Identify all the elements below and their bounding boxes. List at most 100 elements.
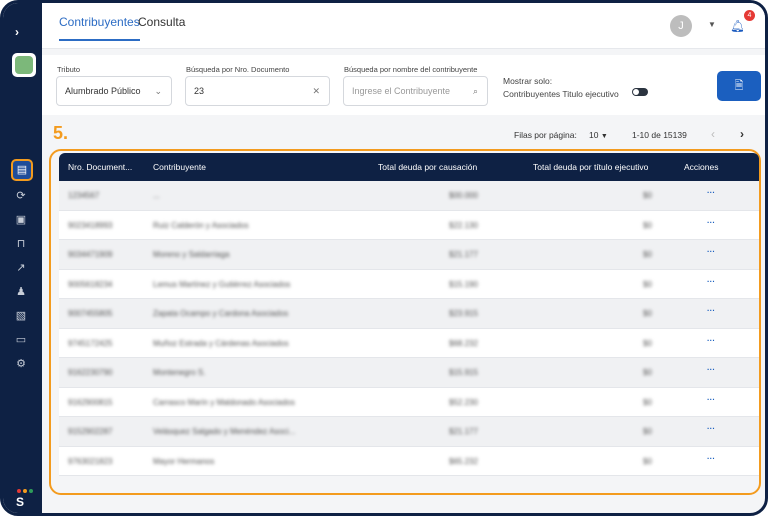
table-cell: $22.130	[449, 220, 478, 230]
table-cell: $0	[643, 279, 652, 289]
step-marker: 5.	[53, 123, 69, 143]
table-cell: $15.190	[449, 279, 478, 289]
table-cell: $0	[643, 397, 652, 407]
row-actions-button[interactable]: ···	[707, 424, 715, 433]
search-icon[interactable]: ⌕	[472, 86, 478, 96]
table-cell: 9763021823	[68, 456, 113, 466]
expand-sidebar-icon[interactable]: ›	[15, 25, 19, 39]
table-cell: $15.915	[449, 368, 478, 377]
wallet-icon[interactable]: ▣	[15, 214, 27, 226]
table-cell: Zapata Ocampo y Cardona Asociados	[153, 309, 289, 318]
table-cell: Ruiz Calderón y Asociados	[153, 220, 249, 230]
table-cell: $0	[643, 250, 652, 259]
table-cell: Carrasco Marín y Maldonado Asociados	[153, 397, 295, 407]
avatar[interactable]: J	[670, 15, 692, 37]
chevron-down-icon: ⌄	[154, 86, 162, 96]
document-icon[interactable]: ▧	[15, 310, 27, 322]
col-acciones: Acciones	[684, 162, 719, 172]
col-contribuyente[interactable]: Contribuyente	[153, 162, 206, 172]
sidebar: › ▤ ⟳ ▣ ⊓ ↗ ♟ ▧ ▭ ⚙ S	[3, 3, 42, 513]
name-search-input[interactable]: Ingrese el Contribuyente ⌕	[343, 76, 488, 106]
table-cell: 9162900815	[68, 397, 113, 407]
table-cell: $0	[643, 368, 652, 377]
doc-search-input[interactable]: 23 ✕	[185, 76, 330, 106]
table-row: 9007455805 Zapata Ocampo y Cardona Asocia…	[59, 299, 759, 329]
settings-icon[interactable]: ⚙	[16, 358, 26, 370]
titulo-ejecutivo-toggle[interactable]	[632, 88, 648, 96]
clear-icon[interactable]: ✕	[312, 86, 320, 96]
table-row: 9763021823 Mayor Hermanos $65.232 $0 ···	[59, 446, 759, 476]
next-page-icon[interactable]: ›	[740, 127, 744, 141]
row-actions-button[interactable]: ···	[707, 453, 715, 463]
notification-badge: 4	[744, 10, 755, 21]
tributo-select[interactable]: Alumbrado Público ⌄	[56, 76, 172, 106]
table-cell: 9162230790	[68, 368, 113, 377]
mostrar-solo: Mostrar solo: Contribuyentes Titulo ejecu…	[503, 75, 619, 101]
rows-value: 10	[589, 130, 599, 140]
table-cell: 9152902287	[68, 427, 113, 436]
table-cell: $65.232	[449, 456, 478, 466]
chart-icon[interactable]: ↗	[16, 262, 26, 274]
table-row: 1234567... $00.000 $0 ···	[59, 181, 759, 211]
contribuyentes-icon[interactable]: ▤	[11, 159, 33, 181]
table-body: 1234567... $00.000 $0 ··· 9023418993 Ruiz Cal…	[59, 181, 759, 476]
rows-per-page-label: Filas por página:	[514, 130, 577, 140]
table-header: Nro. Document... Contribuyente Total deu…	[59, 153, 759, 181]
brand-dots	[17, 489, 33, 493]
col-deuda-titulo[interactable]: Total deuda por título ejecutivo	[533, 162, 649, 172]
export-button[interactable]: 🗎︎	[717, 71, 761, 101]
table-row: 9034471909 Moreno y Saldarriaga $21.177 $0 ·…	[59, 240, 759, 270]
table-cell: 9005618234	[68, 279, 113, 289]
top-bar: Contribuyentes Consulta J ▼ 🔔︎ 4	[42, 3, 765, 49]
doc-label: Búsqueda por Nro. Documento	[186, 65, 290, 74]
table-cell: $0	[643, 309, 652, 318]
tab-consulta[interactable]: Consulta	[138, 15, 186, 29]
rows-per-page-select[interactable]: 10 ▼	[589, 130, 608, 140]
row-actions-button[interactable]: ···	[707, 247, 715, 256]
table-cell: $0	[643, 456, 652, 466]
chevron-down-icon[interactable]: ▼	[708, 20, 716, 29]
row-actions-button[interactable]: ···	[707, 394, 715, 404]
row-actions-button[interactable]: ···	[707, 365, 715, 374]
table-row: 9005618234 Lemus Martínez y Gutiérrez Aso…	[59, 269, 759, 299]
table-cell: $0	[643, 338, 652, 348]
brand-logo: S	[16, 495, 25, 509]
table-row: 9152902287 Velásquez Salgado y Menéndez A…	[59, 417, 759, 447]
sync-icon[interactable]: ⟳	[16, 190, 26, 202]
col-deuda-causacion[interactable]: Total deuda por causación	[378, 162, 478, 172]
table-cell: 9023418993	[68, 220, 113, 230]
table-cell: $21.177	[449, 250, 478, 259]
table-cell: 9007455805	[68, 309, 113, 318]
table-row: 9745172425 Muñoz Estrada y Cárdenas Asoci…	[59, 328, 759, 358]
row-actions-button[interactable]: ···	[707, 217, 715, 227]
col-nro-documento[interactable]: Nro. Document...	[68, 162, 133, 172]
table-cell: Mayor Hermanos	[153, 456, 215, 466]
table-cell: $0	[643, 220, 652, 230]
table-cell: Muñoz Estrada y Cárdenas Asociados	[153, 338, 289, 348]
table-cell: $52.230	[449, 397, 478, 407]
mostrar-label: Mostrar solo:	[503, 76, 553, 86]
table-cell: $21.177	[449, 427, 478, 436]
user-icon[interactable]: ♟	[16, 286, 26, 298]
tributo-label: Tributo	[57, 65, 81, 74]
row-actions-button[interactable]: ···	[707, 335, 715, 345]
table-cell: $23.915	[449, 309, 478, 318]
row-actions-button[interactable]: ···	[707, 276, 715, 286]
folder-icon[interactable]: ▭	[15, 334, 27, 346]
tab-contribuyentes[interactable]: Contribuyentes	[59, 15, 140, 41]
contribuyentes-table: Nro. Document... Contribuyente Total deu…	[59, 153, 759, 476]
table-cell: 9034471909	[68, 250, 113, 259]
table-cell: $68.232	[449, 338, 478, 348]
invoice-icon: 🗎︎	[734, 80, 744, 92]
table-cell: ...	[153, 191, 160, 200]
row-actions-button[interactable]: ···	[707, 188, 715, 197]
table-cell: Montenegro S.	[153, 368, 206, 377]
name-placeholder: Ingrese el Contribuyente	[352, 86, 451, 96]
prev-page-icon[interactable]: ‹	[711, 127, 715, 141]
bell-icon[interactable]: 🔔︎	[730, 19, 743, 33]
highlight-outline	[49, 149, 761, 495]
briefcase-icon[interactable]: ⊓	[16, 238, 26, 250]
table-cell: Velásquez Salgado y Menéndez Asoci...	[153, 427, 296, 436]
row-actions-button[interactable]: ···	[707, 306, 715, 315]
